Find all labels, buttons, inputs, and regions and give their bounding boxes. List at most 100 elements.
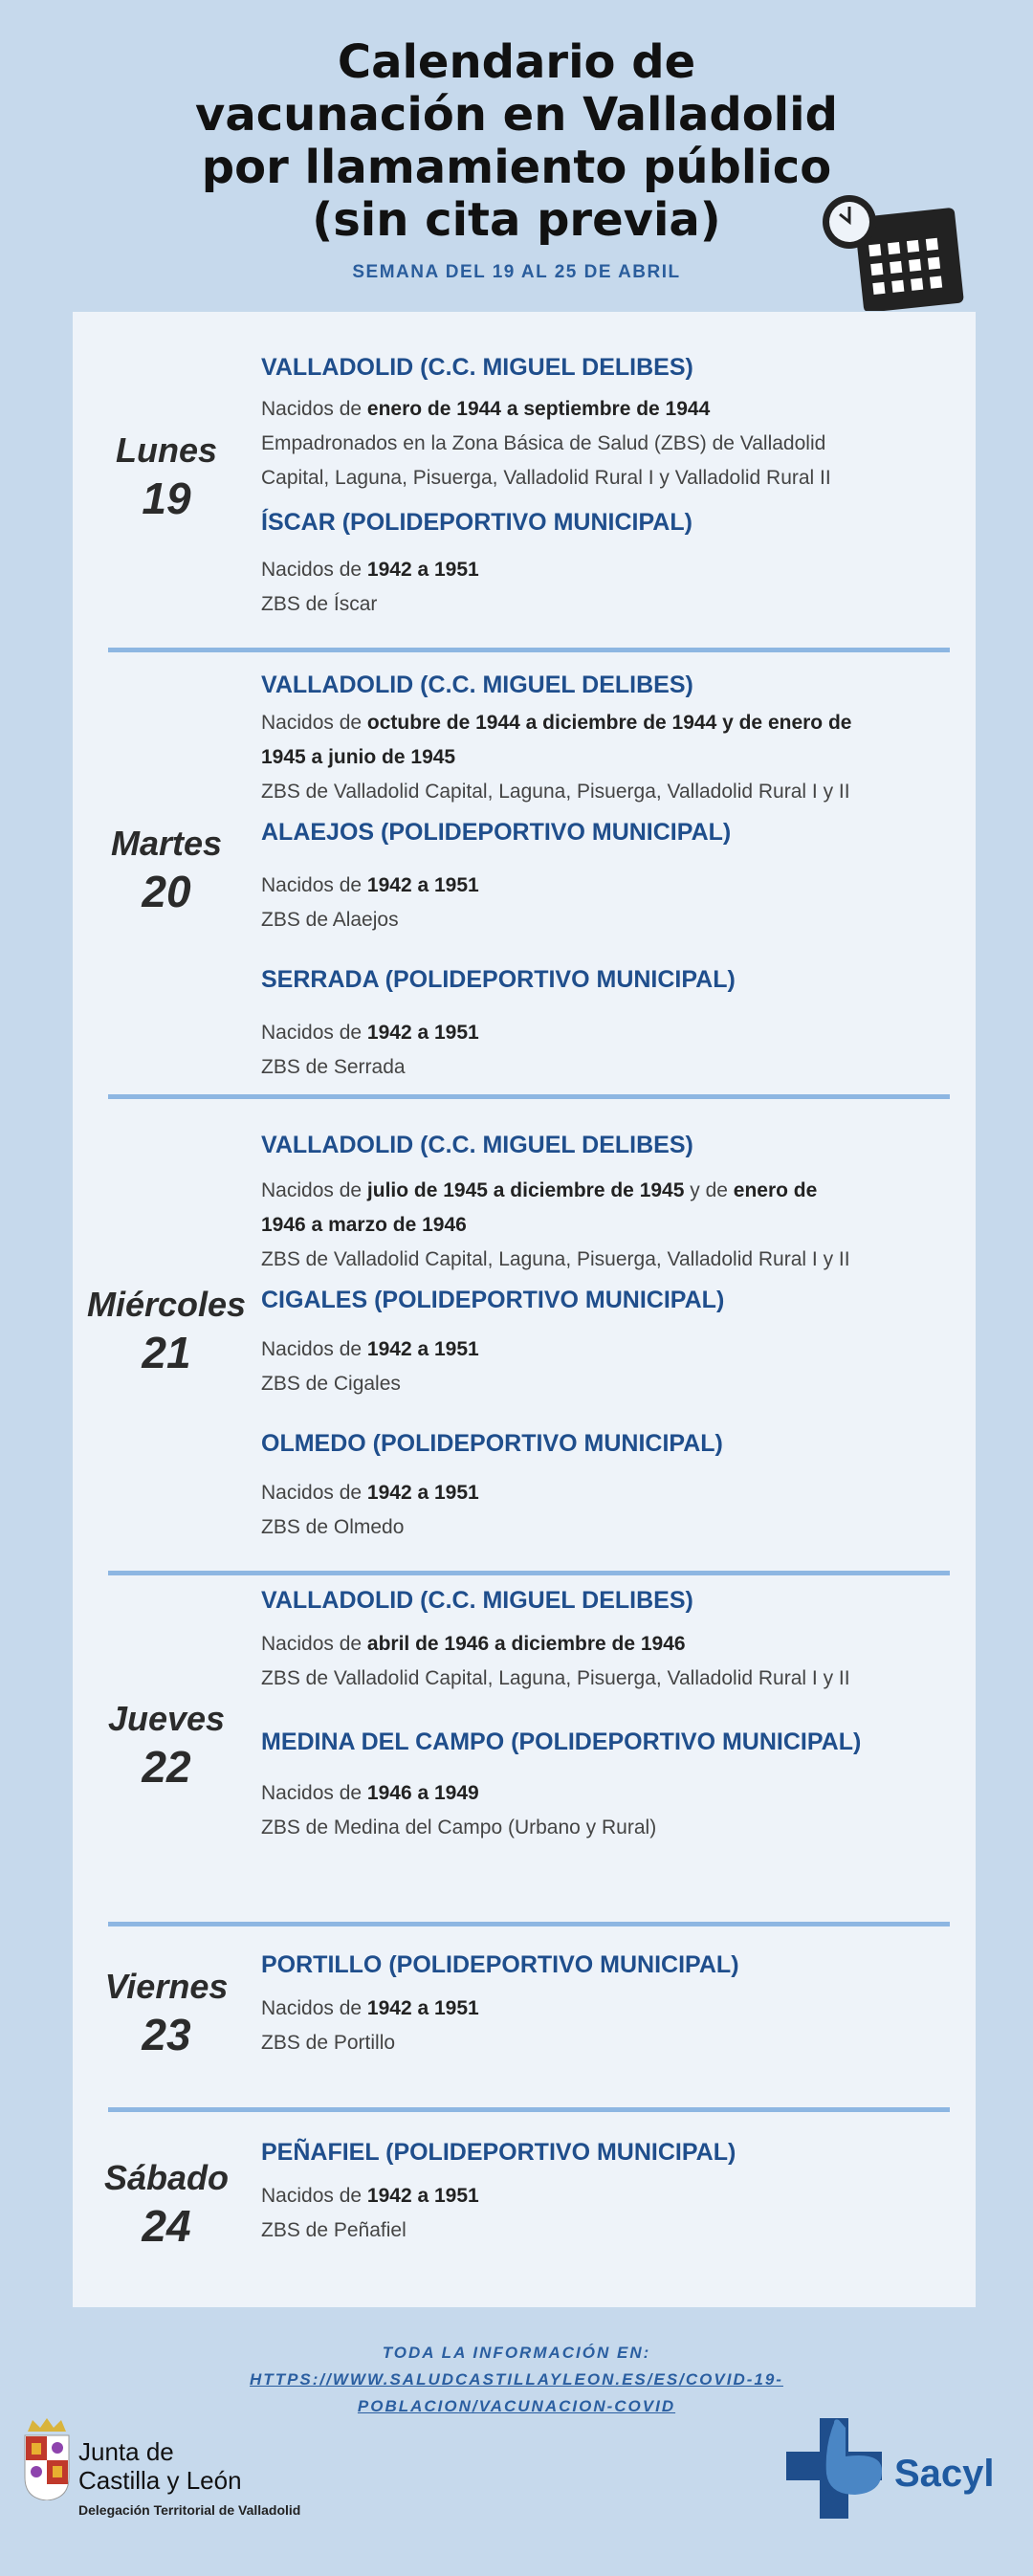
- day-name: Sábado: [103, 2158, 230, 2197]
- highlighted-dates: enero de: [733, 1179, 818, 1201]
- page-title: Calendario de vacunación en Valladolid p…: [0, 36, 1033, 247]
- day-label: Jueves 22: [73, 1698, 260, 1794]
- day-name: Martes: [110, 823, 223, 863]
- sites-column: PORTILLO (POLIDEPORTIVO MUNICIPAL) Nacido…: [261, 1925, 969, 2060]
- detail-text: ZBS de Cigales: [261, 1373, 401, 1395]
- day-section-lunes: Lunes 19 VALLADOLID (C.C. MIGUEL DELIBES) N…: [73, 312, 976, 650]
- vaccination-site: SERRADA (POLIDEPORTIVO MUNICIPAL) Nacidos…: [261, 962, 969, 1085]
- day-name: Jueves: [107, 1698, 226, 1738]
- day-section-sábado: Sábado 24 PEÑAFIEL (POLIDEPORTIVO MUNICIPA…: [73, 2110, 976, 2307]
- highlighted-dates: 1942 a 1951: [366, 1338, 479, 1360]
- highlighted-dates: octubre de 1944 a diciembre de 1944 y de…: [366, 712, 852, 734]
- site-detail-line: Nacidos de octubre de 1944 a diciembre d…: [261, 706, 969, 740]
- vaccination-site: CIGALES (POLIDEPORTIVO MUNICIPAL) Nacidos…: [261, 1283, 969, 1401]
- detail-text: ZBS de Íscar: [261, 593, 378, 615]
- highlighted-dates: enero de 1944 a septiembre de 1944: [366, 398, 711, 420]
- day-section-viernes: Viernes 23 PORTILLO (POLIDEPORTIVO MUNICIP…: [73, 1925, 976, 2110]
- day-number: 23: [142, 2010, 191, 2059]
- detail-text: ZBS de Medina del Campo (Urbano y Rural): [261, 1816, 657, 1838]
- site-detail-line: Nacidos de 1942 a 1951: [261, 869, 969, 903]
- highlighted-dates: 1945 a junio de 1945: [261, 746, 456, 768]
- day-name: Lunes: [115, 430, 217, 470]
- section-divider: [108, 2107, 950, 2112]
- site-title: OLMEDO (POLIDEPORTIVO MUNICIPAL): [261, 1430, 723, 1457]
- site-detail-line: Nacidos de enero de 1944 a septiembre de…: [261, 392, 969, 427]
- day-section-jueves: Jueves 22 VALLADOLID (C.C. MIGUEL DELIBES)…: [73, 1574, 976, 1925]
- site-detail-line: Nacidos de 1942 a 1951: [261, 2179, 969, 2213]
- title-line: por llamamiento público: [201, 141, 832, 194]
- detail-text: ZBS de Serrada: [261, 1056, 406, 1078]
- day-number: 22: [142, 1741, 191, 1792]
- site-detail-line: ZBS de Alaejos: [261, 903, 969, 937]
- vaccination-site: PEÑAFIEL (POLIDEPORTIVO MUNICIPAL) Nacido…: [261, 2135, 969, 2248]
- site-title: ALAEJOS (POLIDEPORTIVO MUNICIPAL): [261, 819, 732, 846]
- site-title: VALLADOLID (C.C. MIGUEL DELIBES): [261, 354, 693, 381]
- site-title: VALLADOLID (C.C. MIGUEL DELIBES): [261, 672, 693, 698]
- highlighted-dates: 1942 a 1951: [366, 874, 479, 896]
- detail-text: Nacidos de: [261, 1022, 367, 1044]
- vaccination-site: VALLADOLID (C.C. MIGUEL DELIBES) Nacidos …: [261, 1128, 969, 1277]
- sites-column: VALLADOLID (C.C. MIGUEL DELIBES) Nacidos …: [261, 1574, 969, 1845]
- detail-text: ZBS de Portillo: [261, 2032, 396, 2054]
- site-detail-line: 1946 a marzo de 1946: [261, 1208, 969, 1243]
- site-title: CIGALES (POLIDEPORTIVO MUNICIPAL): [261, 1287, 725, 1313]
- site-detail-line: Nacidos de 1942 a 1951: [261, 553, 969, 587]
- day-section-martes: Martes 20 VALLADOLID (C.C. MIGUEL DELIBES)…: [73, 650, 976, 1097]
- section-divider: [108, 1094, 950, 1099]
- section-divider: [108, 648, 950, 652]
- site-title: MEDINA DEL CAMPO (POLIDEPORTIVO MUNICIPA…: [261, 1728, 862, 1755]
- detail-text: Nacidos de: [261, 874, 367, 896]
- day-label: Martes 20: [73, 823, 260, 918]
- detail-text: ZBS de Valladolid Capital, Laguna, Pisue…: [261, 1248, 850, 1270]
- site-detail-line: ZBS de Valladolid Capital, Laguna, Pisue…: [261, 1243, 969, 1277]
- site-title: SERRADA (POLIDEPORTIVO MUNICIPAL): [261, 966, 736, 993]
- site-detail-line: ZBS de Portillo: [261, 2026, 969, 2060]
- highlighted-dates: 1942 a 1951: [366, 1022, 479, 1044]
- highlighted-dates: julio de 1945 a diciembre de 1945: [366, 1179, 685, 1201]
- week-subtitle: SEMANA DEL 19 AL 25 DE ABRIL: [352, 262, 681, 282]
- junta-delegation: Delegación Territorial de Valladolid: [78, 2502, 301, 2518]
- clock-calendar-icon: [823, 195, 964, 311]
- junta-name-line1: Junta de: [78, 2437, 174, 2466]
- day-label: Viernes 23: [73, 1966, 260, 2061]
- detail-text: ZBS de Valladolid Capital, Laguna, Pisue…: [261, 1667, 850, 1689]
- schedule-panel: Lunes 19 VALLADOLID (C.C. MIGUEL DELIBES) N…: [73, 312, 976, 2307]
- site-detail-line: ZBS de Peñafiel: [261, 2213, 969, 2248]
- section-divider: [108, 1571, 950, 1575]
- sites-column: VALLADOLID (C.C. MIGUEL DELIBES) Nacidos …: [261, 650, 969, 1085]
- site-detail-line: Nacidos de 1942 a 1951: [261, 1992, 969, 2026]
- site-detail-line: Nacidos de 1942 a 1951: [261, 1016, 969, 1050]
- highlighted-dates: 1942 a 1951: [366, 2185, 479, 2207]
- sacyl-wordmark: Sacyl: [894, 2453, 995, 2495]
- info-link-continued[interactable]: POBLACION/VACUNACION-COVID: [357, 2397, 676, 2415]
- day-number: 21: [142, 1328, 191, 1377]
- day-number: 20: [142, 866, 191, 916]
- site-title: ÍSCAR (POLIDEPORTIVO MUNICIPAL): [261, 509, 692, 536]
- site-detail-line: Empadronados en la Zona Básica de Salud …: [261, 427, 969, 461]
- detail-text: Nacidos de: [261, 1338, 367, 1360]
- detail-text: ZBS de Olmedo: [261, 1516, 405, 1538]
- detail-text: Empadronados en la Zona Básica de Salud …: [261, 432, 826, 454]
- site-detail-line: ZBS de Valladolid Capital, Laguna, Pisue…: [261, 1662, 969, 1696]
- site-detail-line: 1945 a junio de 1945: [261, 740, 969, 775]
- highlighted-dates: 1946 a 1949: [366, 1782, 479, 1804]
- sites-column: VALLADOLID (C.C. MIGUEL DELIBES) Nacidos …: [261, 312, 969, 622]
- detail-text: Nacidos de: [261, 398, 367, 420]
- junta-logo: Junta de Castilla y León Delegación Terr…: [23, 2418, 300, 2518]
- site-detail-line: ZBS de Cigales: [261, 1367, 969, 1401]
- detail-text: Nacidos de: [261, 559, 367, 581]
- day-number: 24: [142, 2201, 191, 2251]
- site-detail-line: ZBS de Olmedo: [261, 1510, 969, 1545]
- vaccination-site: PORTILLO (POLIDEPORTIVO MUNICIPAL) Nacido…: [261, 1948, 969, 2060]
- info-link[interactable]: HTTPS://WWW.SALUDCASTILLAYLEON.ES/ES/COV…: [250, 2370, 783, 2389]
- vaccination-site: VALLADOLID (C.C. MIGUEL DELIBES) Nacidos …: [261, 1583, 969, 1696]
- site-detail-line: Nacidos de julio de 1945 a diciembre de …: [261, 1174, 969, 1208]
- vaccination-site: ALAEJOS (POLIDEPORTIVO MUNICIPAL) Nacidos…: [261, 815, 969, 937]
- section-divider: [108, 1922, 950, 1926]
- sites-column: PEÑAFIEL (POLIDEPORTIVO MUNICIPAL) Nacido…: [261, 2110, 969, 2248]
- vaccination-site: MEDINA DEL CAMPO (POLIDEPORTIVO MUNICIPA…: [261, 1725, 969, 1845]
- detail-text: Nacidos de: [261, 712, 367, 734]
- site-detail-line: ZBS de Íscar: [261, 587, 969, 622]
- highlighted-dates: 1942 a 1951: [366, 1997, 479, 2019]
- detail-text: y de: [684, 1179, 734, 1201]
